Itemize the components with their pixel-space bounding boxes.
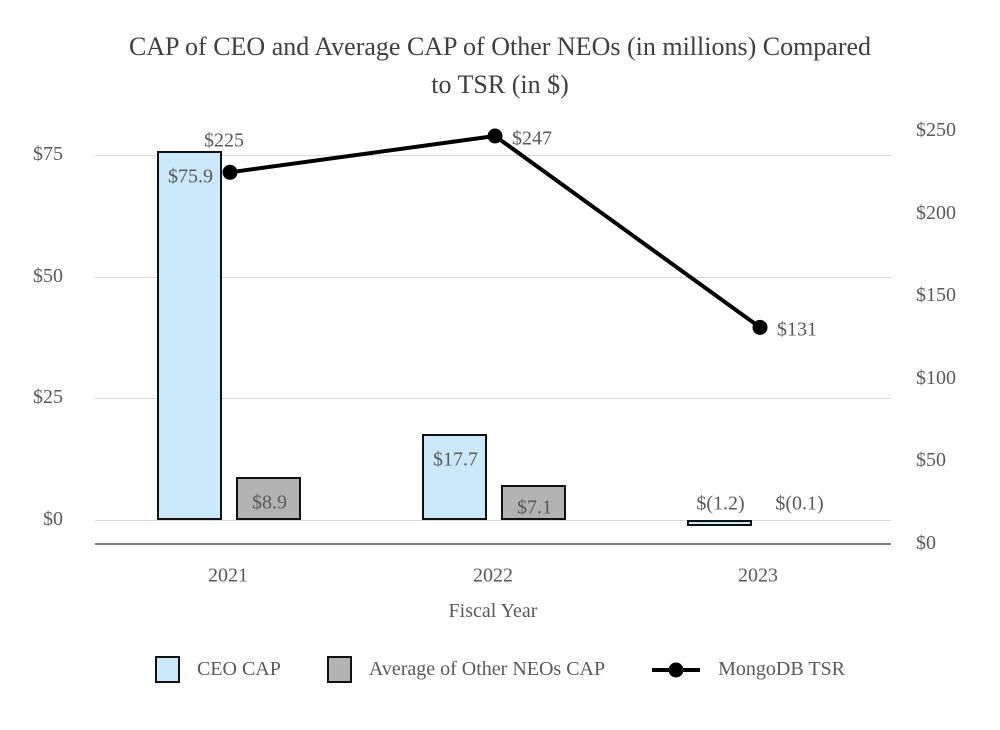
legend-label: CEO CAP — [196, 658, 281, 680]
bar-label-2023: $(0.1) — [775, 492, 824, 515]
right-axis-tick: $250 — [916, 119, 956, 141]
tsr-label-2021: $225 — [204, 129, 244, 152]
legend: CEO CAP Average of Other NEOs CAP MongoDB … — [0, 656, 1000, 683]
left-axis-tick: $50 — [33, 264, 63, 287]
chart-title-line1: CAP of CEO and Average CAP of Other NEOs… — [128, 32, 872, 61]
x-tick-2021: 2021 — [208, 564, 248, 587]
bar-label-2021: $8.9 — [252, 491, 287, 514]
legend-item-mongodb-tsr: MongoDB TSR — [651, 658, 845, 681]
tsr-label-2022: $247 — [512, 127, 552, 150]
bar-ceo-cap-2023 — [687, 520, 752, 526]
tsr-point-2021 — [222, 164, 238, 180]
right-axis-tick: $150 — [916, 284, 956, 306]
legend-label: Average of Other NEOs CAP — [368, 658, 606, 680]
tsr-point-2022 — [487, 128, 503, 144]
bar-average-of-other-neos-cap-2021 — [236, 476, 301, 520]
x-axis-title: Fiscal Year — [448, 600, 538, 622]
legend-swatch-icon — [154, 656, 180, 683]
left-axis-tick: $25 — [33, 386, 63, 409]
gridline-$0 — [95, 520, 891, 521]
bar-label-2023: $(1.2) — [696, 492, 745, 515]
right-axis-tick: $50 — [916, 449, 946, 471]
legend-item-ceo-cap: CEO CAP — [154, 656, 281, 683]
left-axis-tick: $75 — [33, 143, 63, 165]
bar-label-2021: $75.9 — [168, 165, 213, 188]
x-tick-2023: 2023 — [738, 564, 778, 587]
gridline-$25 — [95, 398, 891, 400]
legend-line-marker-icon — [652, 662, 701, 677]
x-tick-2022: 2022 — [473, 564, 513, 587]
bar-ceo-cap-2022 — [422, 433, 487, 520]
tsr-label-2023: $131 — [777, 318, 817, 341]
tsr-point-2023 — [752, 319, 768, 335]
right-axis-tick: $0 — [916, 531, 936, 554]
bar-label-2022: $7.1 — [517, 496, 552, 519]
legend-item-average-of-other-neos-cap: Average of Other NEOs CAP — [326, 656, 606, 683]
chart-title: CAP of CEO and Average CAP of Other NEOs… — [0, 28, 1000, 104]
chart-title-line2: to TSR (in $) — [431, 70, 569, 99]
right-axis-tick: $100 — [916, 366, 956, 389]
right-axis-tick: $200 — [916, 201, 956, 224]
legend-swatch-icon — [326, 656, 352, 683]
bar-ceo-cap-2021 — [157, 150, 222, 520]
left-axis-tick: $0 — [43, 508, 63, 530]
bar-label-2022: $17.7 — [433, 448, 478, 471]
legend-label: MongoDB TSR — [718, 658, 846, 680]
bar-average-of-other-neos-cap-2022 — [501, 485, 566, 520]
x-axis-line — [95, 543, 891, 545]
tsr-line — [228, 133, 762, 330]
